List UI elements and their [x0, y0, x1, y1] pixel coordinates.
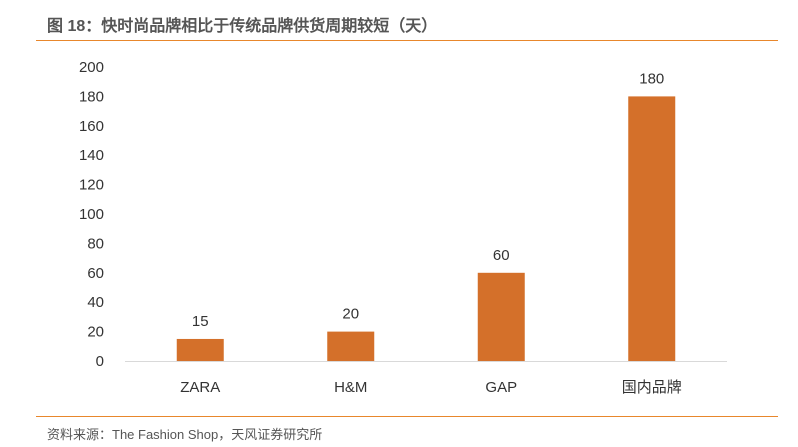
- x-tick-label: ZARA: [180, 379, 220, 396]
- y-tick-label: 20: [87, 324, 104, 341]
- bar-3: [628, 96, 676, 362]
- figure-title: 图 18：快时尚品牌相比于传统品牌供货周期较短（天）: [47, 18, 438, 35]
- data-label: 15: [192, 313, 209, 330]
- data-label: 20: [342, 306, 359, 323]
- y-tick-label: 120: [79, 177, 104, 194]
- y-tick-label: 200: [79, 59, 104, 76]
- title-rule: [36, 40, 778, 41]
- data-label: 60: [493, 247, 510, 264]
- y-tick-label: 160: [79, 118, 104, 135]
- source-note: 资料来源：The Fashion Shop，天风证券研究所: [47, 427, 323, 442]
- y-tick-label: 60: [87, 265, 104, 282]
- y-tick-label: 100: [79, 206, 104, 223]
- y-tick-label: 40: [87, 294, 104, 311]
- bar-2: [477, 272, 525, 361]
- data-label: 180: [639, 70, 664, 87]
- y-tick-label: 140: [79, 147, 104, 164]
- x-tick-label: H&M: [334, 379, 367, 396]
- y-tick-label: 180: [79, 88, 104, 105]
- bar-0: [176, 338, 224, 361]
- x-tick-label: 国内品牌: [622, 379, 682, 396]
- footer-rule: [36, 416, 778, 417]
- y-tick-label: 80: [87, 235, 104, 252]
- bar-1: [327, 331, 375, 361]
- y-tick-label: 0: [96, 353, 104, 370]
- x-tick-label: GAP: [485, 379, 517, 396]
